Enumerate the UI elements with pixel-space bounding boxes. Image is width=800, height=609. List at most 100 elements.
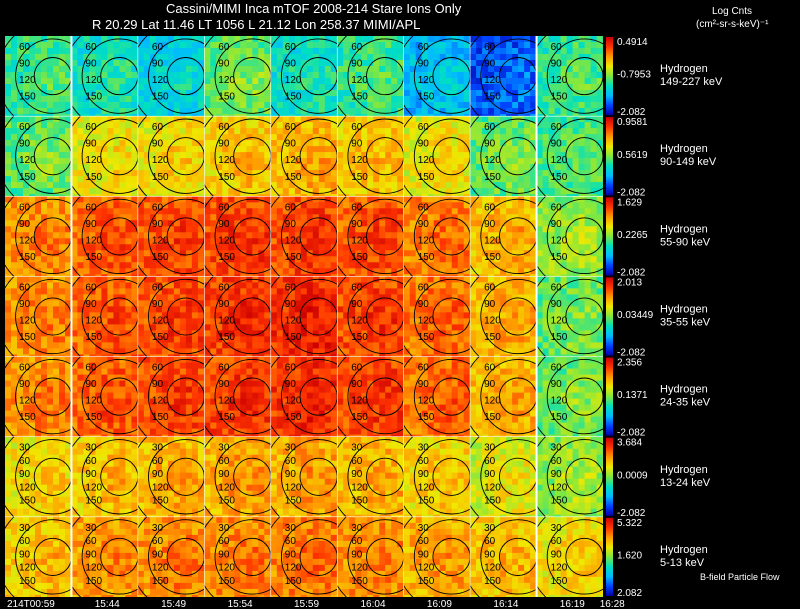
contour-label: 120	[551, 155, 568, 166]
contour-label: 120	[418, 155, 435, 166]
contour-label: 90	[218, 469, 230, 480]
contour-label: 60	[152, 363, 164, 374]
contour-label: 90	[152, 139, 164, 150]
contour-label: 120	[551, 563, 568, 574]
colorbar	[606, 357, 613, 436]
colorbar-max-label: 0.9581	[617, 117, 648, 128]
contour-label: 90	[19, 59, 31, 70]
contour-label: 90	[351, 299, 363, 310]
contour-label: 120	[152, 396, 169, 407]
contour-label: 150	[285, 252, 302, 263]
heatmap-cell: 30 60 90 120 150	[270, 516, 338, 597]
heatmap-cell: 60 90 120 150	[137, 276, 205, 357]
heatmap-cell: 30 60 90 120 150	[137, 436, 205, 517]
contour-label: 60	[218, 282, 230, 293]
contour-label: 150	[484, 496, 501, 507]
contour-label: 150	[218, 496, 235, 507]
contour-label: 120	[85, 316, 102, 327]
contour-label: 150	[218, 576, 235, 587]
heatmap-cell: 60 90 120 150	[5, 196, 72, 277]
contour-label: 90	[551, 379, 563, 390]
contour-label: 120	[19, 482, 36, 493]
contour-label: 150	[551, 332, 568, 343]
contour-label: 150	[551, 252, 568, 263]
contour-label: 60	[551, 363, 563, 374]
contour-label: 90	[85, 139, 97, 150]
contour-label: 60	[484, 363, 496, 374]
contour-label: 120	[351, 563, 368, 574]
heatmap-cell: 60 90 120 150	[536, 276, 603, 357]
heatmap-cell: 30 60 90 120 150	[337, 436, 404, 517]
contour-label: 90	[484, 59, 496, 70]
contour-label: 90	[285, 379, 297, 390]
contour-label: 90	[19, 219, 31, 230]
contour-label: 90	[85, 379, 97, 390]
heatmap-cell: 60 90 120 150	[270, 356, 338, 437]
contour-label: 90	[351, 549, 363, 560]
contour-label: 60	[484, 536, 496, 547]
colorbar-max-label: 2.013	[617, 277, 642, 288]
contour-label: 60	[85, 42, 97, 53]
contour-label: 30	[551, 523, 563, 534]
contour-label: 150	[418, 172, 435, 183]
contour-label: 120	[285, 396, 302, 407]
heatmap-cell: 60 90 120 150	[403, 116, 471, 197]
contour-label: 150	[418, 576, 435, 587]
contour-label: 120	[484, 235, 501, 246]
contour-label: 150	[484, 172, 501, 183]
heatmap-cell: 60 90 120 150	[470, 276, 537, 357]
contour-label: 120	[19, 155, 36, 166]
row-energy-label: 149-227 keV	[660, 76, 723, 88]
contour-label: 120	[418, 235, 435, 246]
contour-label: 30	[418, 443, 430, 454]
row-energy-label: 5-13 keV	[660, 557, 705, 569]
heatmap-cell: 60 90 120 150	[204, 356, 271, 437]
row-species-label: Hydrogen	[660, 384, 708, 396]
contour-label: 60	[285, 536, 297, 547]
orbit-parameters: R 20.29 Lat 11.46 LT 1056 L 21.12 Lon 25…	[92, 17, 421, 32]
contour-label: 150	[218, 92, 235, 103]
heatmap-cell: 30 60 90 120 150	[137, 516, 205, 597]
contour-label: 120	[152, 316, 169, 327]
contour-label: 60	[19, 122, 31, 133]
heatmap-cell: 60 90 120 150	[71, 276, 138, 357]
contour-label: 150	[152, 576, 169, 587]
contour-label: 30	[551, 443, 563, 454]
contour-label: 150	[152, 412, 169, 423]
contour-label: 150	[152, 496, 169, 507]
contour-label: 90	[85, 59, 97, 70]
time-tick-label: 16:09	[427, 599, 452, 609]
heatmap-cell: 60 90 120 150	[470, 196, 537, 277]
contour-label: 90	[218, 549, 230, 560]
contour-label: 60	[484, 42, 496, 53]
contour-label: 150	[551, 172, 568, 183]
colorbar-mid-label: 0.0009	[617, 470, 648, 481]
contour-label: 30	[418, 523, 430, 534]
contour-label: 60	[351, 456, 363, 467]
contour-label: 90	[285, 219, 297, 230]
colorbar-min-label: -2.082	[617, 267, 646, 278]
contour-label: 60	[19, 282, 31, 293]
heatmap-cell: 60 90 120 150	[137, 356, 205, 437]
contour-label: 90	[19, 299, 31, 310]
contour-label: 120	[351, 75, 368, 86]
contour-label: 60	[152, 42, 164, 53]
contour-label: 120	[285, 563, 302, 574]
heatmap-cell: 60 90 120 150	[204, 276, 271, 357]
contour-label: 60	[218, 456, 230, 467]
colorbar-max-label: 5.322	[617, 518, 642, 529]
contour-label: 150	[418, 496, 435, 507]
colorbar	[606, 117, 613, 196]
contour-label: 120	[218, 563, 235, 574]
contour-label: 120	[285, 316, 302, 327]
contour-label: 90	[418, 59, 430, 70]
contour-label: 150	[351, 496, 368, 507]
contour-label: 90	[285, 139, 297, 150]
contour-label: 120	[152, 482, 169, 493]
heatmap-cell: 60 90 120 150	[536, 356, 603, 437]
row-energy-label: 24-35 keV	[660, 397, 711, 409]
contour-label: 60	[351, 536, 363, 547]
contour-label: 60	[152, 536, 164, 547]
contour-label: 150	[19, 172, 36, 183]
contour-label: 150	[85, 576, 102, 587]
